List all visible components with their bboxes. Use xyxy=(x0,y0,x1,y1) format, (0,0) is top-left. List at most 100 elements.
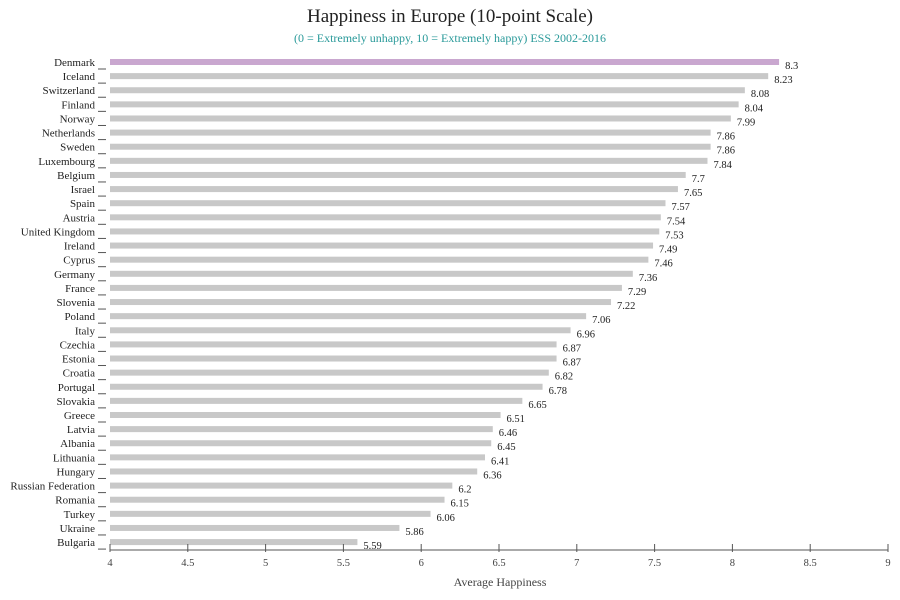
category-label: Albania xyxy=(60,438,95,450)
value-label: 7.86 xyxy=(717,132,735,143)
value-label: 8.3 xyxy=(785,61,798,72)
category-label: Romania xyxy=(55,495,95,507)
chart-title: Happiness in Europe (10-point Scale) xyxy=(307,6,593,27)
bar xyxy=(110,129,711,136)
bar xyxy=(110,101,739,108)
value-label: 7.86 xyxy=(717,146,735,157)
bar xyxy=(110,369,549,376)
x-tick-label: 8.5 xyxy=(804,558,817,569)
bar xyxy=(110,256,649,263)
bar xyxy=(110,228,660,235)
value-labels: 8.38.238.088.047.997.867.867.847.77.657.… xyxy=(363,61,798,552)
bar xyxy=(110,539,358,546)
value-label: 7.65 xyxy=(684,188,702,199)
value-label: 7.7 xyxy=(692,174,705,185)
category-label: Portugal xyxy=(58,382,95,394)
value-label: 6.82 xyxy=(555,372,573,383)
x-tick-label: 6.5 xyxy=(492,558,505,569)
x-tick-label: 8 xyxy=(730,558,735,569)
value-label: 7.46 xyxy=(654,259,672,270)
value-label: 7.36 xyxy=(639,273,657,284)
value-label: 7.53 xyxy=(665,230,683,241)
x-tick-label: 6 xyxy=(419,558,424,569)
category-label: Austria xyxy=(63,212,96,224)
category-label: Spain xyxy=(70,198,96,210)
category-label: Italy xyxy=(75,325,96,337)
bar xyxy=(110,186,678,193)
category-label: Sweden xyxy=(60,142,95,154)
value-label: 7.57 xyxy=(671,202,689,213)
category-label: Germany xyxy=(54,269,95,281)
bar xyxy=(110,341,557,348)
value-label: 7.84 xyxy=(714,160,733,171)
bar xyxy=(110,510,431,517)
value-label: 7.54 xyxy=(667,216,686,227)
bar xyxy=(110,143,711,150)
value-label: 7.99 xyxy=(737,117,755,128)
bar xyxy=(110,440,492,447)
bar xyxy=(110,115,731,122)
category-label: Finland xyxy=(61,99,95,111)
value-label: 5.86 xyxy=(405,527,423,538)
category-label: France xyxy=(65,283,95,295)
value-label: 7.06 xyxy=(592,315,610,326)
bar xyxy=(110,59,780,65)
bar xyxy=(110,270,633,277)
value-label: 6.78 xyxy=(549,386,567,397)
bar xyxy=(110,397,523,404)
category-label: Latvia xyxy=(67,424,95,436)
bar xyxy=(110,383,543,390)
bar xyxy=(110,214,661,221)
bar xyxy=(110,496,445,503)
category-label: Bulgaria xyxy=(57,537,95,549)
bar xyxy=(110,73,769,80)
category-label: Slovenia xyxy=(57,297,96,309)
bar xyxy=(110,242,654,249)
category-label: Netherlands xyxy=(42,128,95,140)
bar xyxy=(110,299,612,306)
value-label: 7.22 xyxy=(617,301,635,312)
x-axis: 4 4.5 5 5.5 6 6.5 7 7.5 8 8.5 9 xyxy=(107,544,891,569)
category-label: Hungary xyxy=(57,466,96,478)
value-label: 6.15 xyxy=(451,499,469,510)
bar xyxy=(110,284,622,291)
category-label: Iceland xyxy=(63,71,96,83)
x-tick-label: 4 xyxy=(107,558,113,569)
y-axis: Denmark Iceland Switzerland Finland Norway Ne… xyxy=(10,57,106,550)
category-label: Denmark xyxy=(54,57,95,69)
bar xyxy=(110,327,571,334)
value-label: 6.41 xyxy=(491,456,509,467)
category-label: Norway xyxy=(60,113,96,125)
category-label: Slovakia xyxy=(57,396,96,408)
category-label: United Kingdom xyxy=(21,226,96,238)
x-tick-label: 7.5 xyxy=(648,558,661,569)
category-label: Ukraine xyxy=(60,523,96,535)
bar xyxy=(110,412,501,418)
bar xyxy=(110,482,453,489)
category-label: Turkey xyxy=(64,509,96,521)
value-label: 6.06 xyxy=(437,513,455,524)
x-tick-label: 7 xyxy=(574,558,579,569)
value-label: 5.59 xyxy=(363,541,381,552)
value-label: 6.51 xyxy=(507,414,525,425)
value-label: 6.96 xyxy=(577,329,595,340)
value-label: 6.46 xyxy=(499,428,517,439)
category-label: Russian Federation xyxy=(10,481,95,493)
category-label: Luxembourg xyxy=(38,156,95,168)
x-tick-label: 9 xyxy=(885,558,890,569)
x-tick-label: 5 xyxy=(263,558,268,569)
category-label: Estonia xyxy=(62,354,95,366)
category-label: Czechia xyxy=(60,339,96,351)
bar xyxy=(110,454,485,461)
value-label: 6.65 xyxy=(528,400,546,411)
x-tick-label: 4.5 xyxy=(181,558,194,569)
category-label: Cyprus xyxy=(63,255,95,267)
value-label: 7.49 xyxy=(659,245,677,256)
bar xyxy=(110,468,478,475)
bar xyxy=(110,426,493,433)
category-label: Poland xyxy=(64,311,95,323)
bar xyxy=(110,87,745,94)
bars xyxy=(110,59,780,546)
value-label: 7.29 xyxy=(628,287,646,298)
